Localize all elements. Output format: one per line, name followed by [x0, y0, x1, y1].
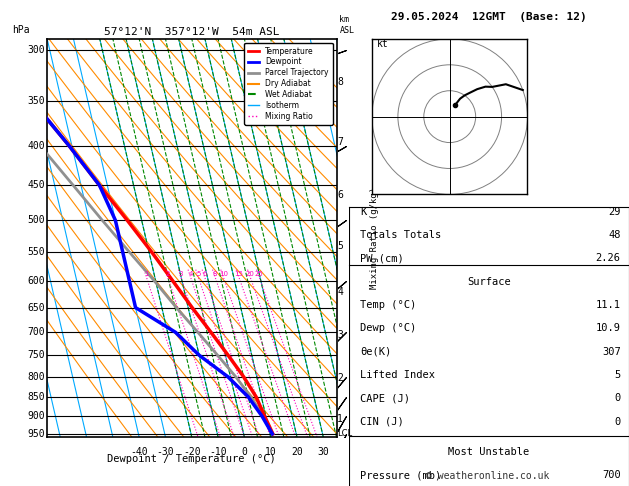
Text: © weatheronline.co.uk: © weatheronline.co.uk: [426, 471, 549, 481]
Text: 7: 7: [337, 137, 343, 147]
Text: 950: 950: [28, 429, 45, 439]
Text: Dewp (°C): Dewp (°C): [360, 323, 416, 333]
Text: hPa: hPa: [13, 25, 30, 35]
Text: 500: 500: [28, 215, 45, 225]
Text: 0: 0: [615, 417, 621, 427]
Text: θe(K): θe(K): [360, 347, 391, 357]
Text: kt: kt: [377, 39, 389, 49]
Text: 750: 750: [28, 350, 45, 360]
Text: -20: -20: [183, 447, 201, 457]
Text: 800: 800: [28, 372, 45, 382]
Text: Lifted Index: Lifted Index: [360, 370, 435, 380]
Text: CIN (J): CIN (J): [360, 417, 404, 427]
Text: 0: 0: [615, 393, 621, 403]
Text: 48: 48: [608, 230, 621, 240]
Text: 20: 20: [291, 447, 303, 457]
Text: Most Unstable: Most Unstable: [448, 447, 530, 457]
Text: 900: 900: [28, 411, 45, 421]
Text: 1: 1: [337, 414, 343, 424]
Text: -30: -30: [157, 447, 174, 457]
Legend: Temperature, Dewpoint, Parcel Trajectory, Dry Adiabat, Wet Adiabat, Isotherm, Mi: Temperature, Dewpoint, Parcel Trajectory…: [244, 43, 333, 125]
Text: 11.1: 11.1: [596, 300, 621, 310]
Text: 5: 5: [337, 241, 343, 251]
Text: 29: 29: [608, 207, 621, 217]
Text: Pressure (mb): Pressure (mb): [360, 470, 442, 480]
Text: CAPE (J): CAPE (J): [360, 393, 410, 403]
Text: 650: 650: [28, 303, 45, 312]
Text: 450: 450: [28, 180, 45, 190]
Text: LCL: LCL: [337, 429, 352, 438]
Text: 3: 3: [337, 330, 343, 340]
Text: 2.26: 2.26: [596, 253, 621, 263]
Text: Mixing Ratio (g/kg): Mixing Ratio (g/kg): [370, 187, 379, 289]
Text: 550: 550: [28, 247, 45, 257]
Text: 10.9: 10.9: [596, 323, 621, 333]
Text: Totals Totals: Totals Totals: [360, 230, 442, 240]
Text: 850: 850: [28, 392, 45, 402]
Text: 2: 2: [337, 373, 343, 382]
Text: 400: 400: [28, 141, 45, 151]
Title: 57°12'N  357°12'W  54m ASL: 57°12'N 357°12'W 54m ASL: [104, 27, 280, 37]
Text: 307: 307: [602, 347, 621, 357]
Text: 20: 20: [246, 271, 255, 277]
Text: 10: 10: [265, 447, 277, 457]
Text: 8: 8: [337, 77, 343, 87]
Text: 1: 1: [144, 271, 148, 277]
Text: 300: 300: [28, 45, 45, 55]
Text: 700: 700: [602, 470, 621, 480]
X-axis label: Dewpoint / Temperature (°C): Dewpoint / Temperature (°C): [108, 454, 276, 464]
Text: -10: -10: [209, 447, 227, 457]
Text: -40: -40: [130, 447, 148, 457]
Text: K: K: [360, 207, 367, 217]
Text: 6: 6: [337, 191, 343, 200]
Text: 5: 5: [615, 370, 621, 380]
Text: 4: 4: [188, 271, 192, 277]
Text: 8: 8: [213, 271, 217, 277]
Text: Surface: Surface: [467, 277, 511, 287]
Text: 10: 10: [219, 271, 228, 277]
Text: 350: 350: [28, 97, 45, 106]
Text: 3: 3: [179, 271, 183, 277]
Text: 15: 15: [235, 271, 243, 277]
Text: 700: 700: [28, 327, 45, 337]
Text: 25: 25: [255, 271, 264, 277]
Text: 4: 4: [337, 287, 343, 297]
Text: 0: 0: [242, 447, 247, 457]
Text: 5: 5: [196, 271, 201, 277]
Text: 600: 600: [28, 276, 45, 286]
Text: PW (cm): PW (cm): [360, 253, 404, 263]
Text: km
ASL: km ASL: [340, 16, 354, 35]
Text: 30: 30: [318, 447, 329, 457]
Text: 29.05.2024  12GMT  (Base: 12): 29.05.2024 12GMT (Base: 12): [391, 12, 587, 22]
Text: 2: 2: [165, 271, 170, 277]
Text: 6: 6: [203, 271, 207, 277]
Text: Temp (°C): Temp (°C): [360, 300, 416, 310]
